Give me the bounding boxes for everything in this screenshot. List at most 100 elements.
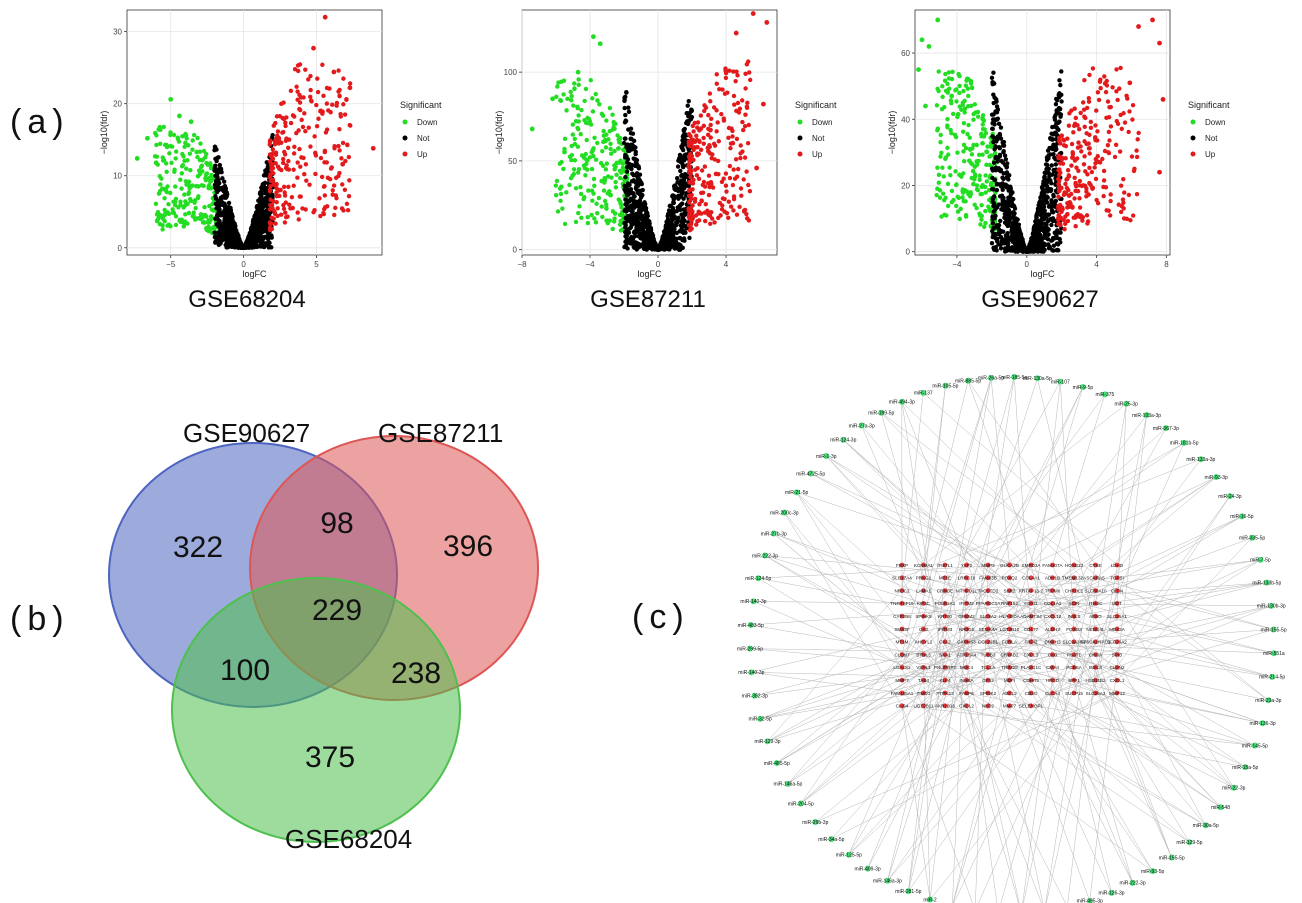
gene-node bbox=[964, 652, 969, 657]
point-down bbox=[607, 218, 612, 223]
point-down bbox=[575, 144, 581, 149]
point-not bbox=[625, 144, 630, 150]
point-down bbox=[983, 208, 988, 214]
point-down bbox=[561, 166, 566, 172]
venn-region-gse90627-gse87211: 98 bbox=[320, 507, 353, 540]
point-down bbox=[938, 154, 943, 159]
point-not bbox=[643, 205, 649, 211]
network-edge bbox=[901, 692, 1153, 872]
network-edge bbox=[952, 705, 1010, 903]
point-not bbox=[633, 228, 638, 234]
point-down bbox=[174, 149, 179, 154]
point-not bbox=[1000, 202, 1005, 207]
point-down bbox=[950, 69, 955, 74]
point-up bbox=[1075, 123, 1080, 128]
point-not bbox=[261, 183, 266, 189]
mirna-label: miR-29b-3p bbox=[802, 820, 828, 826]
gene-node bbox=[942, 677, 948, 683]
point-up bbox=[1108, 124, 1114, 129]
point-not bbox=[264, 170, 269, 175]
point-not bbox=[998, 167, 1004, 173]
legend-key-not bbox=[402, 135, 408, 141]
point-up bbox=[343, 158, 348, 164]
mirna-node bbox=[1270, 626, 1277, 633]
point-up bbox=[323, 130, 329, 135]
point-down bbox=[181, 205, 186, 210]
point-down bbox=[572, 81, 577, 86]
gene-node bbox=[921, 601, 926, 606]
point-up bbox=[336, 89, 341, 94]
point-up bbox=[307, 182, 312, 187]
network-edge bbox=[1052, 605, 1272, 694]
point-down bbox=[957, 90, 962, 96]
point-not bbox=[1054, 97, 1060, 103]
gene-label: SSR2 bbox=[1003, 588, 1015, 593]
point-down bbox=[561, 92, 566, 97]
point-down bbox=[961, 121, 967, 126]
network-edge bbox=[796, 492, 967, 706]
point-down bbox=[969, 85, 975, 90]
x-axis-label: logFC bbox=[242, 269, 267, 279]
point-down bbox=[949, 93, 955, 99]
point-down bbox=[611, 219, 617, 224]
point-up bbox=[297, 100, 303, 105]
gene-node bbox=[899, 626, 905, 632]
gene-node bbox=[1050, 639, 1055, 645]
point-down bbox=[183, 199, 188, 204]
point-up bbox=[1088, 125, 1094, 130]
point-not bbox=[223, 192, 228, 197]
network-edge bbox=[908, 654, 946, 892]
point-not bbox=[668, 239, 673, 244]
gene-node bbox=[1028, 639, 1034, 645]
point-up bbox=[1078, 215, 1083, 220]
point-up bbox=[1089, 169, 1095, 175]
point-up bbox=[726, 199, 732, 204]
point-not bbox=[994, 223, 999, 228]
point-not bbox=[222, 195, 227, 200]
point-down bbox=[948, 98, 954, 103]
point-up bbox=[1065, 218, 1071, 224]
mirna-label: miR-16-5p bbox=[1230, 514, 1254, 520]
gene-node bbox=[1093, 665, 1098, 670]
point-up bbox=[735, 100, 741, 106]
mirna-node bbox=[764, 738, 771, 745]
point-down bbox=[570, 173, 575, 178]
point-down bbox=[613, 179, 618, 185]
point-up bbox=[708, 128, 713, 133]
point-down bbox=[185, 158, 190, 163]
point-up bbox=[270, 147, 276, 152]
network-edge bbox=[887, 628, 967, 881]
point-up bbox=[1103, 89, 1109, 95]
point-not bbox=[1005, 242, 1011, 247]
point-down bbox=[599, 178, 604, 184]
network-edge bbox=[751, 615, 989, 673]
network-edge bbox=[978, 641, 1096, 903]
venn-set-gse68204 bbox=[171, 577, 461, 843]
point-down bbox=[934, 192, 939, 198]
gene-node bbox=[899, 588, 905, 593]
point-up bbox=[1118, 65, 1123, 71]
point-up bbox=[687, 210, 692, 216]
point-up bbox=[1056, 194, 1061, 200]
y-tick-label: 0 bbox=[513, 246, 518, 255]
point-up bbox=[1093, 176, 1099, 182]
gene-node bbox=[1007, 613, 1012, 619]
network-edge bbox=[1095, 577, 1274, 630]
point-up bbox=[732, 102, 737, 107]
point-down bbox=[984, 179, 989, 184]
point-down bbox=[945, 81, 950, 87]
network-edge bbox=[952, 667, 1010, 903]
point-up bbox=[291, 167, 296, 172]
point-down bbox=[208, 166, 214, 171]
point-not bbox=[1021, 247, 1026, 253]
point-down bbox=[983, 190, 988, 195]
point-up bbox=[689, 218, 694, 223]
point-not bbox=[1037, 220, 1043, 225]
gene-node bbox=[1093, 652, 1098, 657]
point-not bbox=[637, 192, 642, 197]
point-up bbox=[1105, 99, 1111, 104]
point-down bbox=[191, 132, 197, 138]
point-up bbox=[730, 140, 736, 146]
point-down bbox=[962, 98, 967, 104]
